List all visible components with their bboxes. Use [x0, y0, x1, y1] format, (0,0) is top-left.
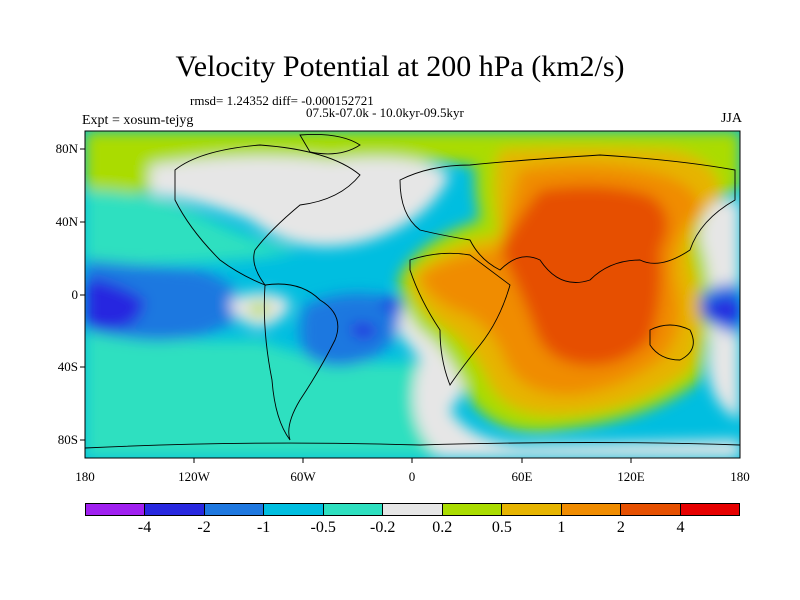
map-title: Velocity Potential at 200 hPa (km2/s) [175, 50, 625, 83]
lat-tick: 0 [71, 287, 79, 302]
colorbar-label: 2 [616, 519, 625, 536]
colorbar-swatch [561, 504, 622, 515]
colorbar-label: 0.5 [491, 519, 512, 536]
colorbar-swatch [442, 504, 503, 515]
stats-text: rmsd= 1.24352 diff= -0.000152721 [190, 93, 374, 108]
lon-tick: 120W [178, 469, 210, 484]
lon-tick: 60W [290, 469, 316, 484]
lon-tick: 180 [75, 469, 95, 484]
colorbar-label: 1 [557, 519, 566, 536]
colorbar-swatch [502, 504, 562, 515]
colorbar-label: -1 [256, 519, 271, 536]
lat-tick: 40N [55, 214, 78, 229]
contour-field [85, 131, 740, 458]
lon-tick: 180 [730, 469, 750, 484]
colorbar-swatch [383, 504, 443, 515]
colorbar-swatch [264, 504, 324, 515]
lon-tick: 0 [408, 469, 416, 484]
colorbar-swatch [621, 504, 681, 515]
experiment-label: Expt = xosum-tejyg [82, 113, 194, 128]
colorbar [85, 503, 740, 516]
colorbar-label: 0.2 [432, 519, 453, 536]
coastlines [85, 134, 740, 449]
colorbar-label: -4 [137, 519, 152, 536]
colorbar-label: -0.2 [370, 519, 396, 536]
lat-tick: 40S [57, 359, 78, 374]
lat-tick: 80S [57, 432, 78, 447]
colorbar-swatch [86, 504, 146, 515]
lon-tick: 60E [511, 469, 533, 484]
season-label: JJA [720, 111, 742, 126]
colorbar-swatch [680, 504, 739, 515]
lat-tick: 80N [55, 141, 78, 156]
lon-tick: 120E [617, 469, 645, 484]
colorbar-swatch [323, 504, 384, 515]
colorbar-label: 4 [676, 519, 685, 536]
colorbar-label: -0.5 [310, 519, 336, 536]
colorbar-swatch [145, 504, 205, 515]
period-text: 07.5k-07.0k - 10.0kyr-09.5kyr [306, 105, 464, 120]
colorbar-swatch [204, 504, 265, 515]
colorbar-label: -2 [197, 519, 211, 536]
axis-ticks [80, 148, 632, 463]
